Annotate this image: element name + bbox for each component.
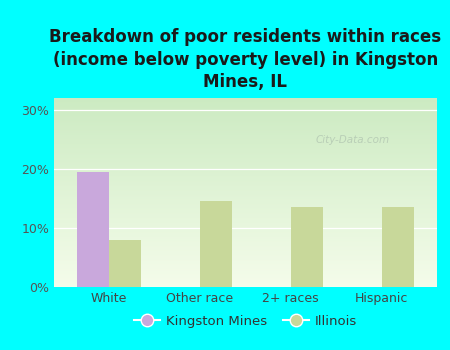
Bar [382,207,414,287]
Bar [200,201,232,287]
Bar [77,172,108,287]
Bar [291,207,323,287]
Text: City-Data.com: City-Data.com [315,135,389,145]
Title: Breakdown of poor residents within races
(income below poverty level) in Kingsto: Breakdown of poor residents within races… [49,28,441,91]
Legend: Kingston Mines, Illinois: Kingston Mines, Illinois [129,310,362,333]
Bar [108,240,140,287]
